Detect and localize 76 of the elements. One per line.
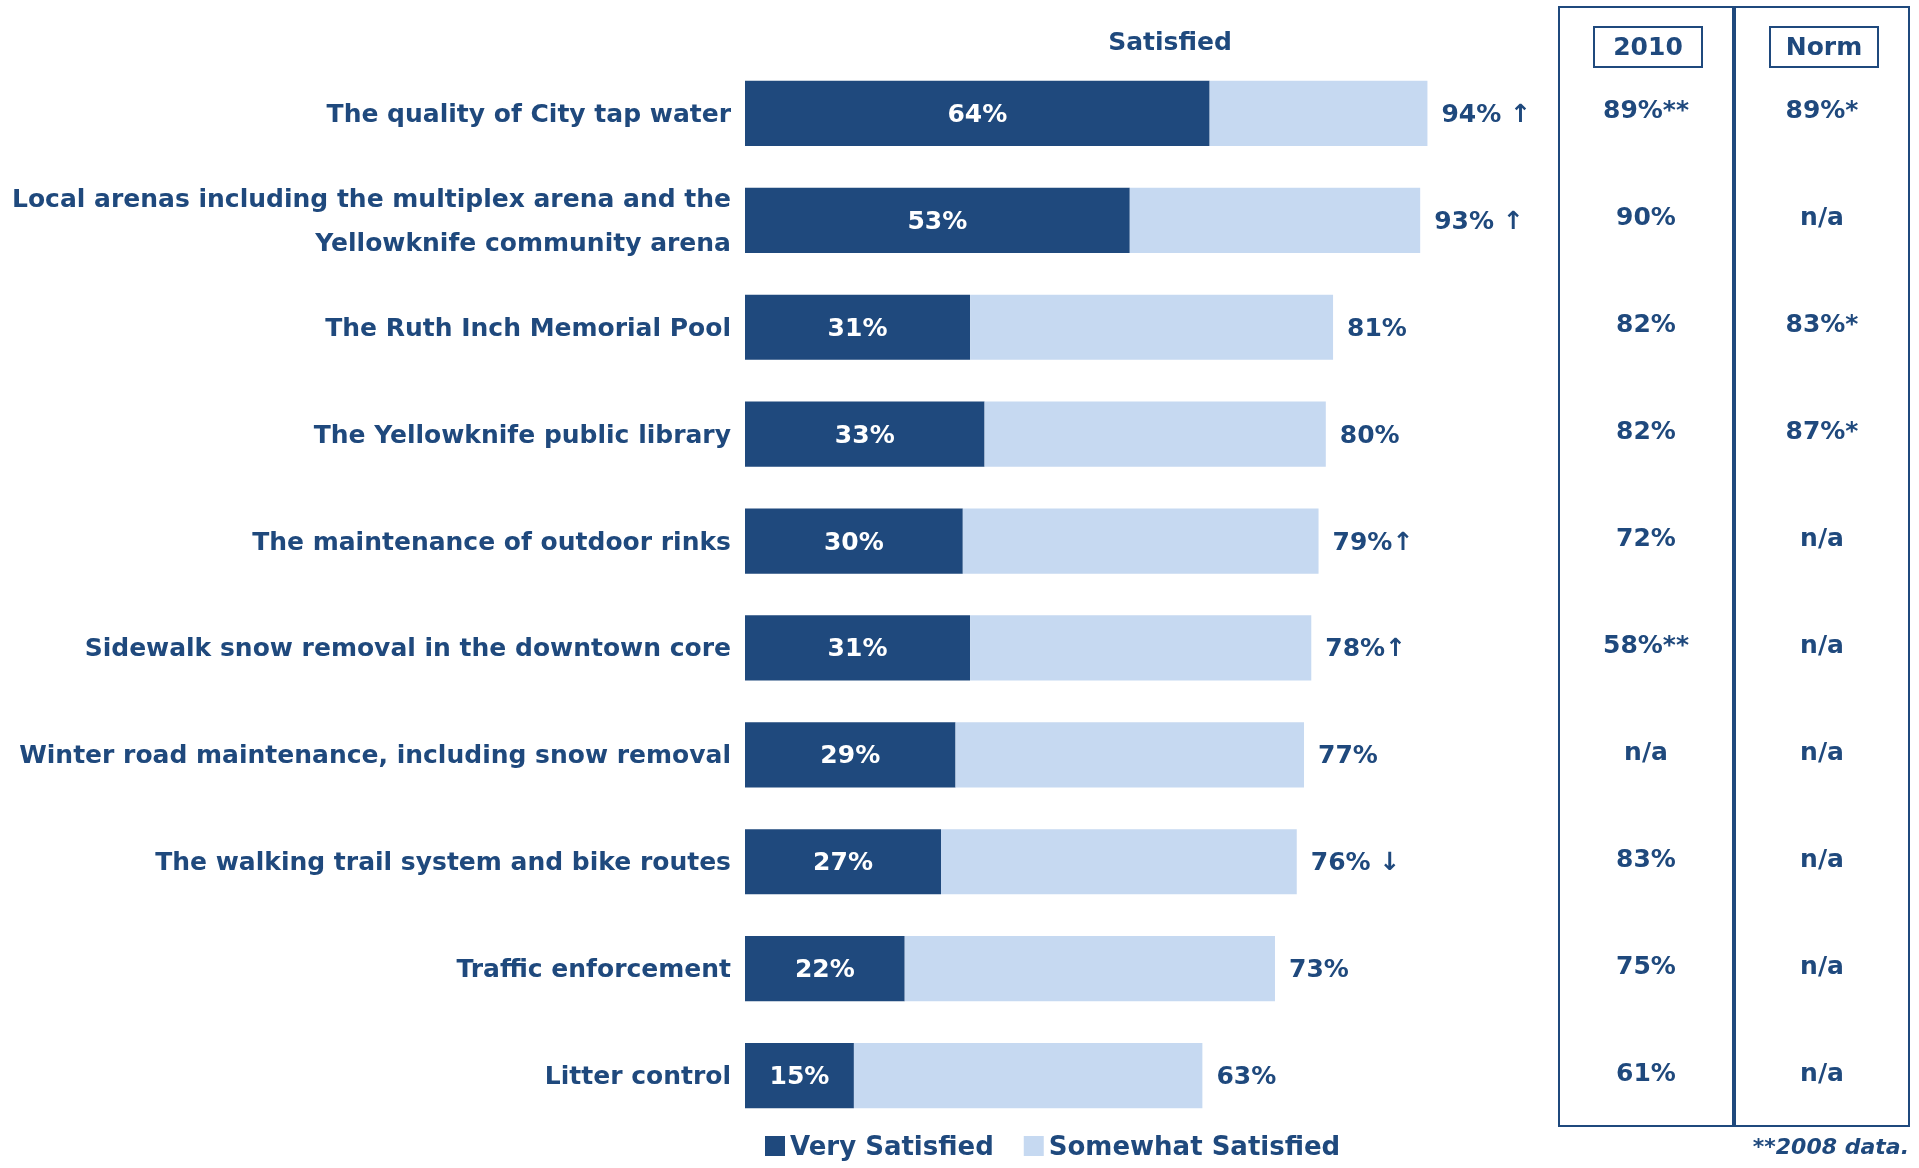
- y-tick-label: Winter road maintenance, including snow removal: [19, 740, 731, 770]
- total-label: 63%: [1216, 1061, 1277, 1091]
- text: 82%: [1616, 416, 1676, 446]
- y-tick-label: Traffic enforcement: [456, 954, 732, 984]
- data-label: 53%: [907, 205, 968, 235]
- text: 83%*: [1785, 309, 1859, 339]
- bar: [904, 936, 1275, 1002]
- data-label: 22%: [794, 954, 855, 984]
- chart-title: Satisfied: [1108, 27, 1232, 56]
- bar: [970, 615, 1312, 681]
- total-label: 77%: [1318, 740, 1378, 770]
- bar: [745, 80, 1210, 147]
- y-tick-label: The Ruth Inch Memorial Pool: [325, 312, 731, 342]
- bar: [745, 294, 971, 360]
- text: n/a: [1800, 629, 1844, 659]
- category-label: 2010: [1593, 26, 1703, 68]
- y-tick-label: The maintenance of outdoor rinks: [252, 526, 731, 556]
- bar: [745, 936, 905, 1002]
- data-label: 31%: [827, 633, 888, 663]
- text: 87%*: [1785, 416, 1859, 446]
- data-label: 64%: [947, 98, 1008, 128]
- bar: [970, 294, 1334, 360]
- bar: [955, 722, 1305, 788]
- text: n/a: [1800, 202, 1844, 232]
- legend-label: Somewhat Satisfied: [1048, 1131, 1341, 1161]
- bar: [745, 615, 971, 681]
- total-label: 76% ↓: [1310, 847, 1401, 877]
- y-tick-label: Local arenas including the multiplex arena and the Yellowknife community arena: [12, 183, 731, 257]
- data-label: 15%: [769, 1061, 830, 1091]
- bar: [941, 829, 1297, 895]
- text: 58%**: [1603, 629, 1689, 659]
- bar: [745, 722, 956, 788]
- text: n/a: [1624, 736, 1668, 766]
- y-tick-label: The quality of City tap water: [326, 98, 732, 128]
- y-tick-label: Litter control: [544, 1061, 731, 1091]
- bar: [1209, 80, 1428, 147]
- data-label: 29%: [820, 740, 881, 770]
- text: n/a: [1800, 1057, 1844, 1087]
- bar: [745, 401, 985, 467]
- total-label: 73%: [1288, 954, 1349, 984]
- bar: [1129, 187, 1421, 253]
- text: 90%: [1616, 202, 1676, 232]
- data-label: 27%: [813, 847, 873, 877]
- text: 82%: [1616, 309, 1676, 339]
- text: n/a: [1800, 523, 1844, 553]
- total-label: 93% ↑: [1434, 205, 1524, 235]
- text: n/a: [1800, 843, 1844, 873]
- y-tick-label: Sidewalk snow removal in the downtown core: [84, 633, 731, 663]
- total-label: 79%↑: [1332, 526, 1414, 556]
- category-label: Norm: [1769, 26, 1879, 68]
- y-tick-label: The walking trail system and bike routes: [155, 847, 731, 877]
- y-tick-label: The Yellowknife public library: [313, 419, 731, 449]
- bar: [745, 1042, 854, 1109]
- legend-label: Very Satisfied: [790, 1131, 994, 1161]
- bar: [745, 508, 963, 574]
- bar: [962, 508, 1319, 574]
- bar: [745, 187, 1130, 253]
- text: 72%: [1616, 523, 1676, 553]
- text: 75%: [1616, 950, 1676, 980]
- total-label: 81%: [1347, 312, 1407, 342]
- text: 61%: [1616, 1057, 1676, 1087]
- total-label: 94% ↑: [1441, 98, 1531, 128]
- text: n/a: [1800, 736, 1844, 766]
- text: **2008 data.: [1752, 1134, 1909, 1159]
- bar: [984, 401, 1326, 467]
- bar: [853, 1042, 1203, 1109]
- text: 83%: [1616, 843, 1676, 873]
- data-label: 30%: [823, 526, 884, 556]
- data-label: 31%: [827, 312, 888, 342]
- text: 89%*: [1785, 95, 1859, 125]
- text: n/a: [1800, 950, 1844, 980]
- total-label: 78%↑: [1325, 633, 1407, 663]
- data-label: 33%: [834, 419, 895, 449]
- total-label: 80%: [1339, 419, 1400, 449]
- bar: [745, 829, 942, 895]
- text: 89%**: [1603, 95, 1689, 125]
